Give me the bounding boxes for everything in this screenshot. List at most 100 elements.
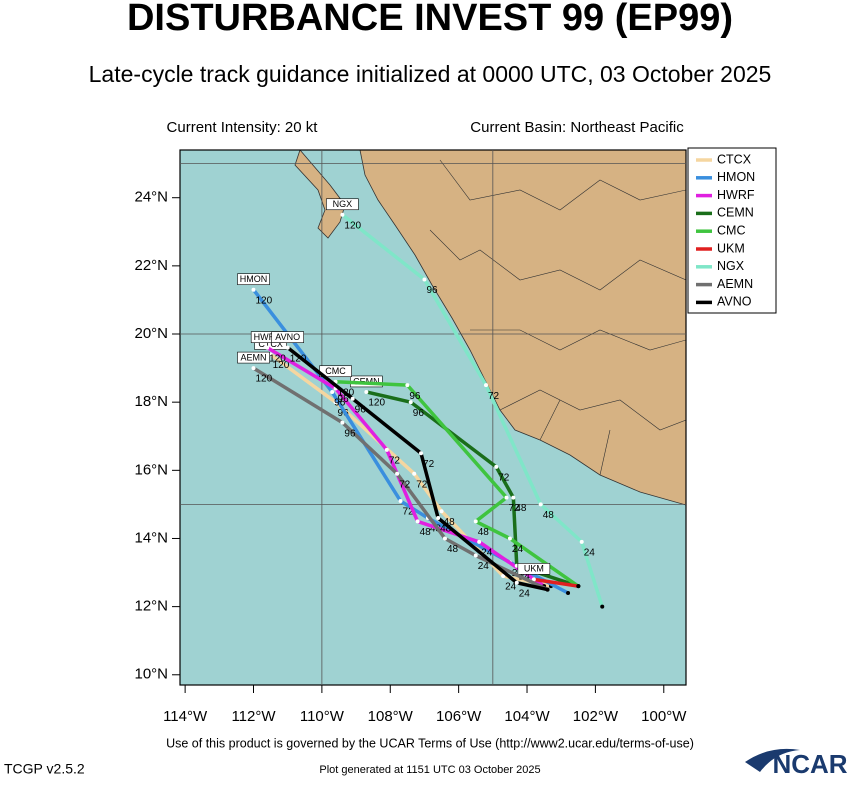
y-tick-label: 20°N [134,325,168,342]
track-point [483,383,488,388]
generated: Plot generated at 1151 UTC 03 October 20… [319,764,540,776]
track-point [340,420,345,425]
hour-label: 48 [447,544,459,555]
track-point [600,604,605,609]
track-label-box [326,198,359,211]
hour-label: 120 [273,360,290,371]
intensity: Current Intensity: 20 kt [167,119,319,136]
track-point [579,539,584,544]
title: DISTURBANCE INVEST 99 (EP99) [127,0,733,39]
legend-label: CMC [717,223,745,237]
track-point [395,471,400,476]
x-tick-label: 104°W [504,708,550,725]
hour-label: 48 [543,510,555,521]
map-frame [179,149,687,686]
track-point [251,287,256,292]
track-label: CMC [325,366,346,376]
hour-label: 48 [440,524,452,535]
track-label-box [517,563,551,575]
track-point [504,495,509,500]
track-label: AEMN [240,352,266,362]
track-point [576,584,581,589]
track-label-box [237,351,270,364]
track-label-box [237,273,270,286]
terms: Use of this product is governed by the U… [166,736,694,750]
hour-label: 96 [338,394,350,405]
track-point [511,495,516,500]
track [335,379,580,588]
y-tick-label: 24°N [134,189,168,206]
hour-label: 96 [344,428,356,439]
hour-label: 120 [344,220,361,231]
hour-label: 48 [478,527,490,538]
track-label: AVNO [275,332,300,342]
track-label: NGX [333,199,353,209]
track-point [501,573,506,578]
track-point [415,519,420,524]
legend-label: CTCX [717,152,752,166]
track-label: CTCX [258,339,283,349]
hour-label: 72 [498,473,510,484]
x-tick-label: 114°W [163,708,208,725]
legend-label: AEMN [717,277,753,291]
track [286,346,548,592]
track-point [340,212,345,217]
hour-label: 120 [256,295,273,306]
hour-label: 72 [416,479,428,490]
track-point [398,498,403,503]
x-tick-label: 110°W [300,708,345,725]
legend-label: NGX [717,259,745,273]
track-point [422,277,427,282]
track-point [531,577,536,582]
hour-label: 72 [389,456,401,467]
hour-label: 96 [413,408,425,419]
legend-label: HMON [717,170,755,184]
legend-label: AVNO [717,295,752,309]
track-point [408,400,413,405]
x-tick-label: 102°W [573,708,619,725]
hour-label: 24 [478,561,490,572]
track-point [514,580,519,585]
track [266,346,546,588]
track-point [412,471,417,476]
logo-mark [745,748,800,772]
track [533,577,579,588]
track-point [538,502,543,507]
track-label: HMON [240,274,268,284]
track-point [473,553,478,558]
hour-label: 120 [269,353,286,364]
land [294,150,686,506]
hour-label: 48 [420,527,432,538]
track-point [251,366,256,371]
subtitle: Late-cycle track guidance initialized at… [89,61,772,87]
hour-label: 24 [519,588,531,599]
track-point [330,389,335,394]
y-tick-label: 12°N [134,598,168,615]
track-label-box [271,331,304,343]
track-point [350,396,355,401]
track-point [285,345,290,350]
track-label: CEMN [353,376,380,386]
hour-label: 48 [515,503,527,514]
hour-label: 72 [488,391,500,402]
legend-label: CEMN [717,206,754,220]
track-point [405,383,410,388]
hour-label: 72 [423,459,435,470]
hour-label: 120 [290,353,307,364]
y-tick-label: 14°N [134,529,168,546]
track-point [384,447,389,452]
track-point [442,536,447,541]
legend-label: HWRF [717,188,755,202]
track-label: UKM [524,564,544,574]
plot-layer: 24 48 72 96 120 CTCX 24 48 72 96 120 HMON 24 48 72 96 12… [180,150,686,685]
hour-label: 72 [403,507,415,518]
hour-label: 24 [512,544,524,555]
y-tick-label: 18°N [134,393,168,410]
hour-label: 120 [256,374,273,385]
hour-label: 48 [444,517,456,528]
hour-label: 96 [338,408,350,419]
hour-label: 24 [481,548,493,559]
x-tick-label: 100°W [641,708,687,725]
hour-label: 24 [584,548,596,559]
